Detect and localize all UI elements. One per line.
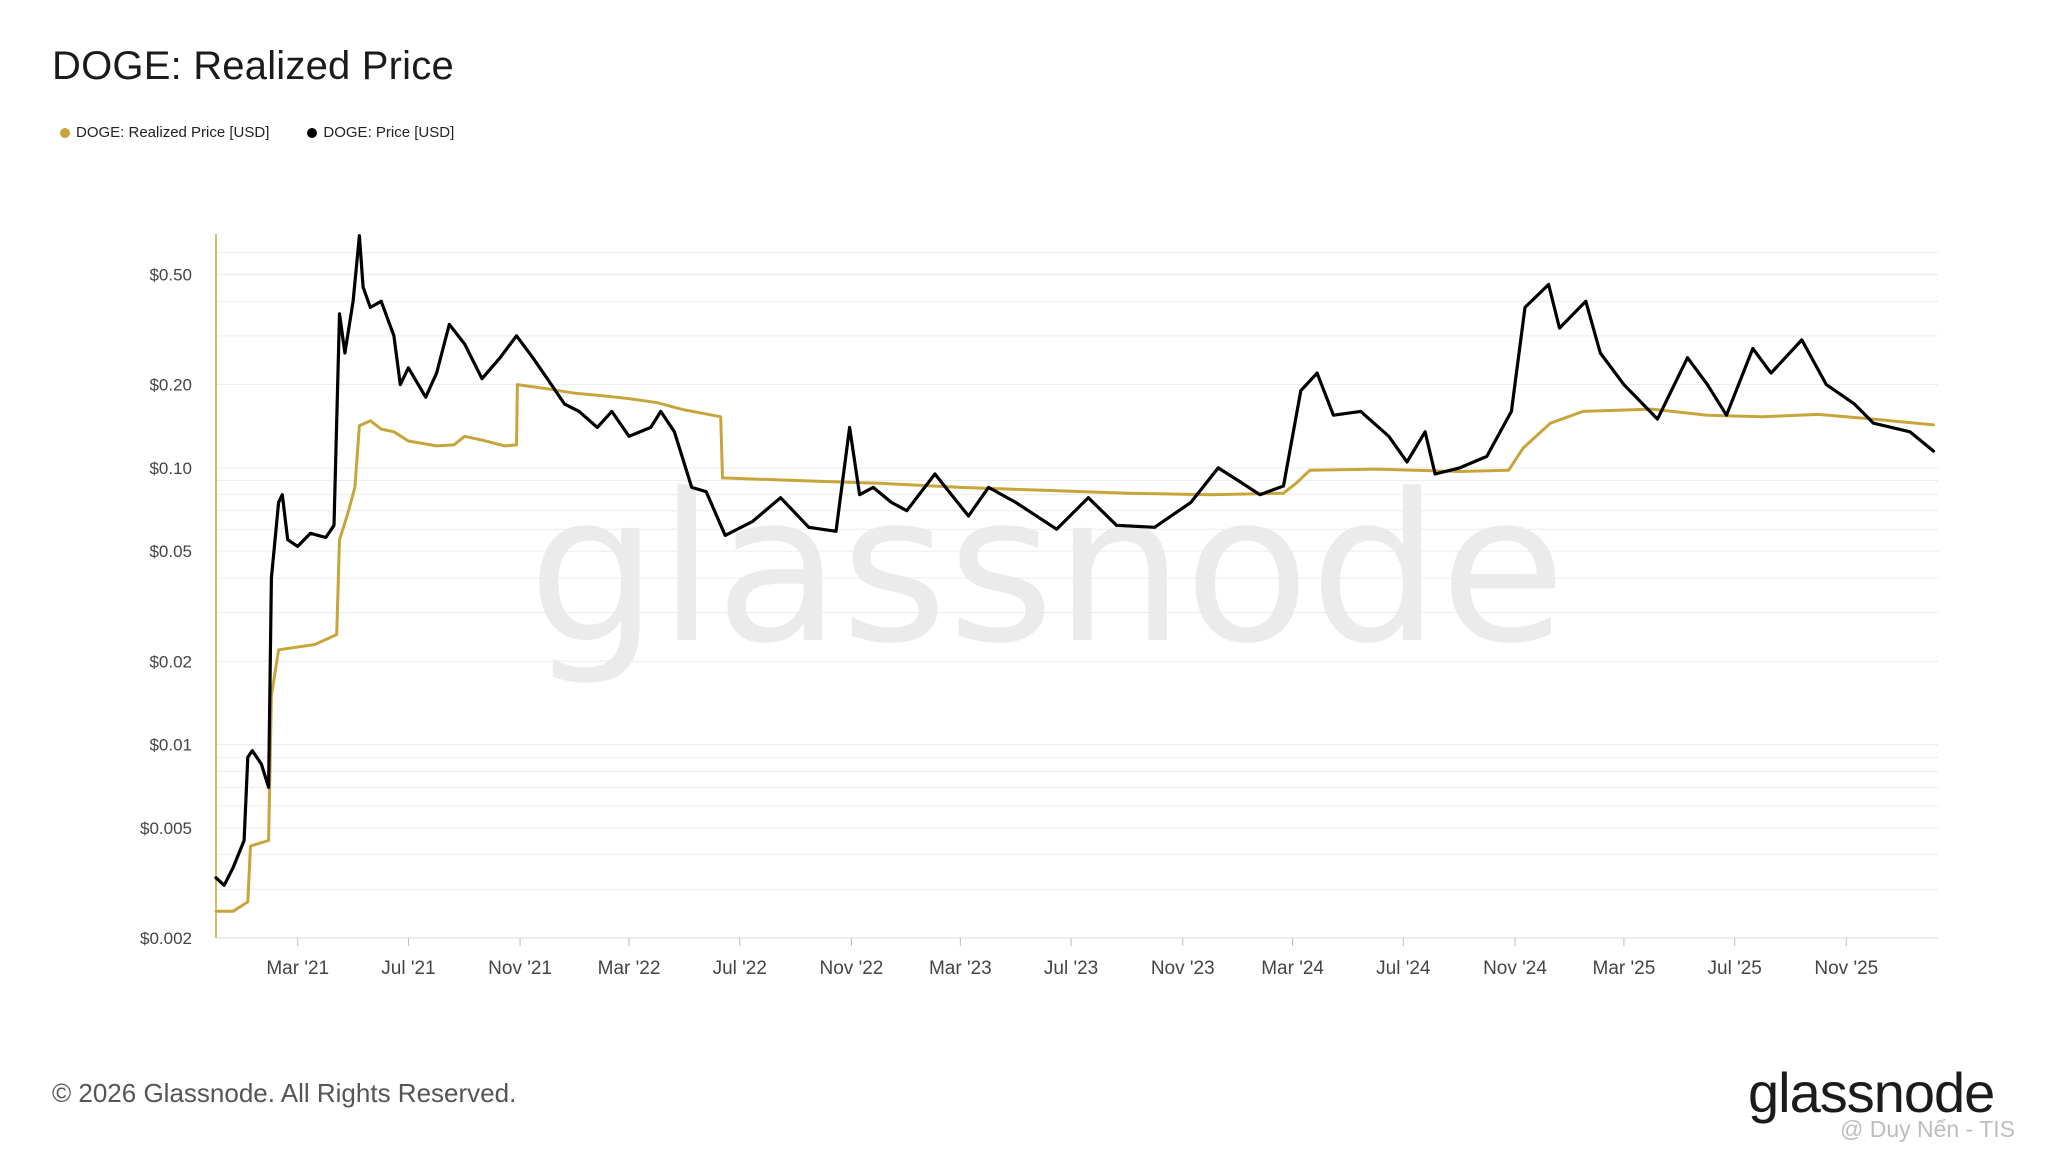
legend-dot-realized-price	[60, 127, 70, 138]
glassnode-logo: glassnode	[1748, 1061, 1995, 1124]
x-tick-label: Nov '24	[1483, 958, 1547, 979]
x-tick-label: Nov '21	[488, 958, 552, 979]
y-tick-label: $0.002	[140, 929, 192, 948]
x-tick-label: Mar '24	[1261, 958, 1324, 979]
x-tick-label: Mar '23	[929, 958, 992, 979]
legend-item-price[interactable]: DOGE: Price [USD]	[307, 124, 454, 141]
y-tick-label: $0.05	[149, 542, 192, 561]
x-tick-label: Nov '22	[820, 958, 884, 979]
series-line-realized-price	[214, 383, 1935, 913]
legend-dot-price	[307, 127, 318, 138]
x-tick-label: Jul '21	[381, 958, 435, 979]
y-tick-label: $0.01	[149, 736, 192, 755]
x-tick-label: Nov '25	[1814, 958, 1878, 979]
x-tick-label: Mar '25	[1593, 958, 1656, 979]
x-tick-label: Jul '24	[1376, 958, 1431, 979]
y-tick-label: $0.02	[149, 652, 192, 671]
chart-title: DOGE: Realized Price	[52, 44, 454, 88]
y-tick-label: $0.10	[149, 459, 192, 478]
x-tick-label: Mar '22	[598, 958, 661, 979]
author-credit-watermark: @ Duy Nến - TIS	[1840, 1116, 2016, 1142]
legend-label-realized-price: DOGE: Realized Price [USD]	[76, 124, 270, 141]
x-tick-label: Nov '23	[1151, 958, 1215, 979]
x-tick-label: Jul '23	[1044, 958, 1098, 979]
x-tick-label: Mar '21	[266, 958, 329, 979]
copyright-notice: © 2026 Glassnode. All Rights Reserved.	[52, 1078, 517, 1108]
chart-legend: DOGE: Realized Price [USD] DOGE: Price […	[60, 124, 454, 141]
glassnode-watermark: glassnode	[528, 451, 1566, 689]
series-line-price	[214, 234, 1936, 887]
legend-item-realized-price[interactable]: DOGE: Realized Price [USD]	[60, 124, 269, 141]
x-tick-label: Jul '25	[1708, 958, 1762, 979]
y-tick-label: $0.50	[149, 265, 192, 284]
x-tick-label: Jul '22	[713, 958, 767, 979]
y-tick-label: $0.20	[149, 376, 192, 395]
y-tick-label: $0.005	[140, 819, 192, 838]
legend-label-price: DOGE: Price [USD]	[323, 124, 455, 141]
